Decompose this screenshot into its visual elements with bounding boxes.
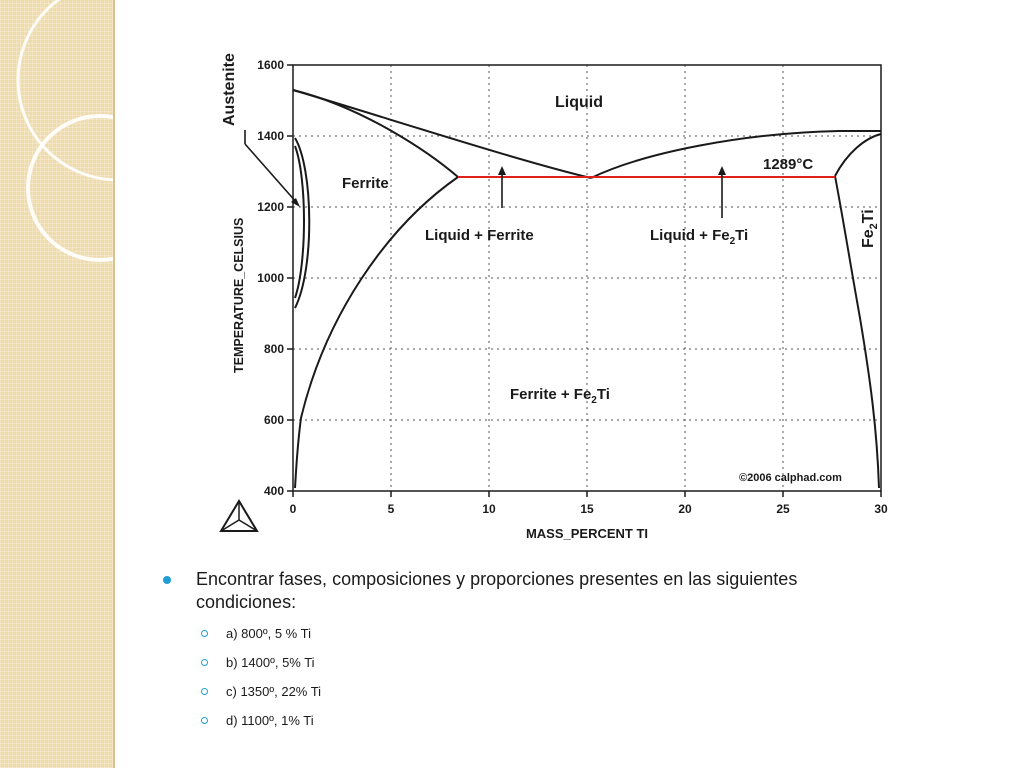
label-austenite: Austenite [221,53,238,126]
question-text: Encontrar fases, composiciones y proporc… [196,569,798,612]
condition-text: d) 1100º, 1% Ti [226,713,314,728]
sub-bullet-icon [201,688,208,695]
austenite-loop-outer [294,137,311,309]
x-tick-label: 15 [580,502,594,516]
y-tick-label: 1400 [257,129,284,143]
condition-text: a) 800º, 5 % Ti [226,626,311,641]
arrow-head-icon [498,166,506,175]
label-liquid-ferrite: Liquid + Ferrite [425,227,534,244]
label-fe2ti: Fe2Ti [860,209,880,248]
ferrite-solvus [294,176,459,489]
y-axis-label: TEMPERATURE_CELSIUS [232,218,246,373]
x-tick-label: 5 [388,502,395,516]
sub-bullet-icon [201,630,208,637]
y-tick-label: 1200 [257,200,284,214]
y-tick-label: 1000 [257,271,284,285]
x-tick-label: 20 [678,502,692,516]
label-liquid-fe2ti: Liquid + Fe2Ti [650,227,748,247]
question-bullet: Encontrar fases, composiciones y proporc… [160,568,900,614]
condition-list: a) 800º, 5 % Ti b) 1400º, 5% Ti c) 1350º… [160,626,900,742]
fe-ti-phase-diagram: 1600 1400 1200 1000 800 600 400 0 5 10 15 20 25 30 T… [219,53,888,541]
grid-lines [287,64,882,497]
y-tick-label: 1600 [257,58,284,72]
arrow-head-icon [718,166,726,175]
bullet-icon [163,576,171,584]
austenite-loop-inner [294,145,305,299]
phase-boundaries [292,89,882,489]
y-tick-label: 800 [264,342,284,356]
decorative-rings [16,0,113,262]
liquidus-right [590,130,881,179]
sub-bullet-icon [201,659,208,666]
sub-bullet-icon [201,717,208,724]
arrow-head-icon [291,198,300,207]
fe2ti-left-boundary [834,175,880,489]
x-tick-labels: 0 5 10 15 20 25 30 [290,502,888,516]
arrows [244,130,726,218]
calphad-logo-icon [219,499,259,532]
label-ferrite: Ferrite [342,175,389,192]
eutectic-temperature-label: 1289°C [763,156,813,173]
condition-text: b) 1400º, 5% Ti [226,655,315,670]
y-tick-labels: 1600 1400 1200 1000 800 600 400 [257,58,284,498]
condition-item: b) 1400º, 5% Ti [160,655,900,684]
decorative-side-panel [0,0,115,768]
question-section: Encontrar fases, composiciones y proporc… [160,568,900,742]
x-tick-label: 25 [776,502,790,516]
condition-item: c) 1350º, 22% Ti [160,684,900,713]
condition-item: a) 800º, 5 % Ti [160,626,900,655]
y-tick-label: 400 [264,484,284,498]
x-tick-label: 0 [290,502,297,516]
fe2ti-top-boundary [834,133,882,177]
y-tick-label: 600 [264,413,284,427]
austenite-leader [244,143,298,204]
x-tick-label: 30 [874,502,888,516]
condition-text: c) 1350º, 22% Ti [226,684,322,699]
copyright-text: ©2006 calphad.com [739,472,842,484]
condition-item: d) 1100º, 1% Ti [160,713,900,742]
x-axis-label: MASS_PERCENT TI [526,526,648,541]
plot-frame [292,64,882,492]
x-tick-label: 10 [482,502,496,516]
label-liquid: Liquid [555,94,603,111]
label-ferrite-fe2ti: Ferrite + Fe2Ti [510,386,610,406]
solidus-ferrite [292,89,459,178]
